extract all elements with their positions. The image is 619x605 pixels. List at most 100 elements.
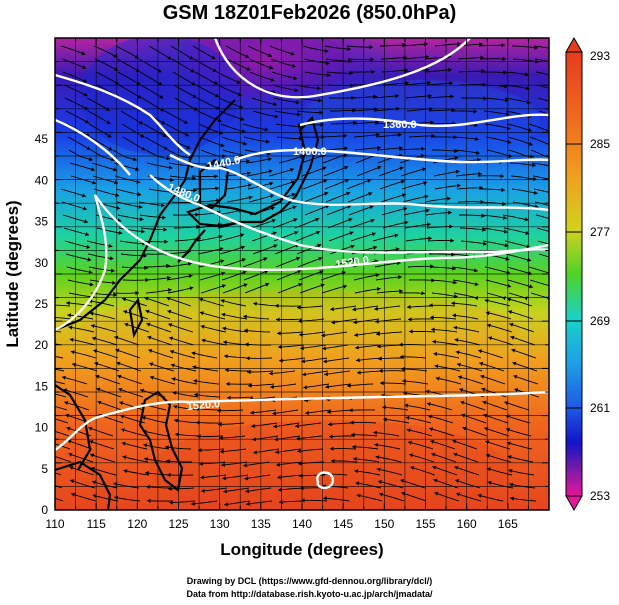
streamline-arrow [199,461,203,466]
streamline-arrow [191,351,196,356]
streamline-arrow [84,119,89,124]
streamline [220,448,247,453]
streamline [170,188,197,191]
streamline-arrow [376,132,380,137]
streamline [506,266,533,275]
streamline [222,474,249,480]
streamline [426,82,453,86]
streamline-arrow [296,436,300,441]
streamline-arrow [143,443,148,448]
streamline-arrow [141,229,145,234]
streamline-arrow [355,345,359,350]
streamline-arrow [68,325,73,330]
streamline [198,259,225,268]
streamline-arrow [300,486,304,491]
streamline [221,461,248,466]
streamline [331,318,358,324]
streamline-arrow [220,143,225,148]
streamline-arrow [474,296,479,301]
streamline-arrow [425,54,429,59]
streamline-arrow [505,98,509,103]
streamline-arrow [431,327,435,332]
streamline [146,486,172,489]
streamline-arrow [485,311,490,316]
streamline-arrow [453,294,458,299]
streamline [249,71,275,82]
streamline-arrow [107,133,112,138]
streamline-arrow [224,354,228,359]
streamline [503,227,530,235]
streamline [171,377,198,385]
streamline-arrow [223,340,227,345]
streamline-arrow [94,361,99,366]
streamline-arrow [556,48,560,52]
streamline [452,440,478,450]
streamline [403,209,430,216]
streamline-arrow [159,94,164,99]
streamline [356,166,382,177]
streamline-arrow [200,324,205,329]
streamline [328,435,355,438]
streamline-arrow [505,256,510,261]
streamline-arrow [299,473,303,478]
streamline [373,431,400,437]
streamline [193,379,220,385]
streamline [380,56,407,60]
streamline-arrow [213,80,218,85]
streamline [120,110,144,125]
streamline [374,305,401,310]
streamline-arrow [245,489,249,494]
streamline [453,326,480,333]
streamline-arrow [291,63,296,68]
streamline [243,270,269,281]
streamline-arrow [328,422,332,427]
streamline-arrow [454,465,459,470]
streamline [375,134,402,138]
streamline-arrow [551,284,555,288]
streamline-arrow [85,232,89,237]
streamline-arrow [352,307,357,312]
streamline-arrow [320,122,324,127]
streamline-arrow [357,370,361,375]
streamline-arrow [242,270,247,275]
streamline-arrow [212,68,217,72]
streamline [431,136,458,138]
y-tick-label: 0 [41,503,48,517]
streamline-arrow [120,414,125,419]
streamline-arrow [293,76,298,81]
streamline-arrow [145,309,150,314]
streamline-arrow [431,452,436,457]
streamline-arrow [269,371,273,376]
streamline-arrow [218,422,222,427]
streamline [382,82,409,86]
streamline [252,110,279,118]
streamline [350,232,376,242]
streamline-arrow [144,296,149,301]
streamline-arrow [241,258,246,262]
streamline-arrow [37,353,41,357]
streamline [538,110,549,115]
streamline-arrow [192,365,197,370]
streamline-arrow [371,69,375,74]
streamline [201,487,228,492]
streamline-arrow [86,146,91,150]
streamline [433,353,460,359]
streamline-arrow [105,107,110,111]
streamline [275,448,302,453]
streamline-arrow [90,453,95,458]
streamline [141,416,168,424]
streamline [168,323,194,333]
streamline-arrow [45,440,49,444]
streamline-arrow [269,181,274,186]
y-tick-label: 20 [35,338,49,352]
streamline-arrow [405,80,409,86]
streamline [377,154,403,164]
streamline-arrow [295,100,300,105]
streamline [253,302,280,307]
streamline-arrow [323,359,327,364]
streamline [452,136,479,140]
streamline [68,292,95,298]
streamline-arrow [90,324,95,329]
streamline [199,311,226,320]
contour-label-1520-south: 1520.0 [186,398,221,413]
